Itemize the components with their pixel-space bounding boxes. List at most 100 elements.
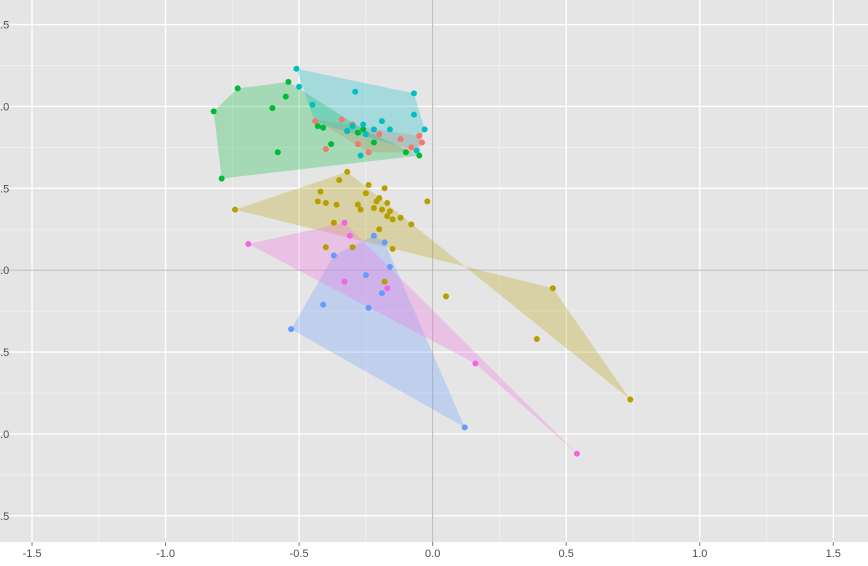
point-group-5 [381,239,388,246]
x-tick-label: 0.5 [559,548,574,560]
point-group-2 [389,216,396,223]
point-group-5 [461,424,468,431]
zero-axis-lines [0,0,868,542]
point-group-4 [360,121,367,128]
point-group-3 [218,175,225,182]
y-tick-label: 1.0 [0,101,9,113]
point-group-3 [274,149,281,156]
point-group-3 [320,124,327,131]
x-tick-label: 0.0 [425,548,440,560]
point-group-2 [370,204,377,211]
x-axis-ticks: -1.5 -1.0 -0.5 0.0 0.5 1.0 1.5 [23,542,841,560]
point-group-1 [365,149,372,156]
y-axis-ticks: 1.5 1.0 0.5 0.0 0.5 1.0 1.5 [0,20,9,523]
point-group-2 [344,168,351,175]
point-group-5 [386,263,393,270]
point-group-2 [354,201,361,208]
point-group-4 [410,111,417,118]
point-group-6 [573,450,580,457]
point-group-1 [322,146,329,153]
point-group-2 [424,198,431,205]
point-group-3 [210,108,217,115]
point-group-6 [341,219,348,226]
point-group-5 [365,304,372,311]
point-group-4 [370,126,377,133]
hull-group-2 [235,171,631,400]
point-group-6 [346,232,353,239]
data-points [210,65,634,457]
point-group-2 [384,200,391,207]
point-group-2 [389,245,396,252]
point-group-4 [386,126,393,133]
x-tick-label: -1.0 [156,548,175,560]
point-group-1 [376,131,383,138]
y-tick-label: 1.5 [0,511,9,523]
point-group-4 [309,101,316,108]
minor-gridlines [0,0,868,542]
point-group-2 [232,206,239,213]
point-group-1 [418,139,425,146]
point-group-3 [328,141,335,148]
point-group-5 [288,326,295,333]
y-tick-label: 1.5 [0,20,9,32]
point-group-2 [317,188,324,195]
point-group-1 [408,144,415,151]
point-group-1 [397,136,404,143]
point-group-4 [421,126,428,133]
point-group-2 [533,335,540,342]
point-group-2 [397,214,404,221]
point-group-2 [336,177,343,184]
y-tick-label: 0.5 [0,347,9,359]
point-group-2 [314,198,321,205]
point-group-3 [285,78,292,85]
point-group-1 [338,116,345,123]
point-group-4 [357,152,364,159]
point-group-3 [269,105,276,112]
point-group-2 [378,206,385,213]
point-group-2 [349,244,356,251]
point-group-1 [416,132,423,139]
point-group-3 [354,129,361,136]
point-group-2 [384,213,391,220]
point-group-2 [376,195,383,202]
point-group-4 [378,118,385,125]
point-group-2 [381,185,388,192]
point-group-3 [234,85,241,92]
point-group-6 [341,278,348,285]
y-tick-label: 0.0 [0,265,9,277]
point-group-4 [344,127,351,134]
point-group-2 [443,293,450,300]
point-group-4 [349,123,356,130]
point-group-3 [402,149,409,156]
point-group-4 [362,131,369,138]
point-group-2 [408,221,415,228]
hull-group-1 [315,119,422,153]
x-tick-label: -1.5 [23,548,42,560]
y-tick-label: 0.5 [0,183,9,195]
point-group-2 [549,285,556,292]
point-group-6 [472,360,479,367]
point-group-5 [370,232,377,239]
hull-group-6 [248,222,577,454]
x-tick-label: -0.5 [290,548,309,560]
point-group-4 [352,88,359,95]
point-group-2 [381,278,388,285]
point-group-4 [293,65,300,72]
point-group-5 [378,290,385,297]
point-group-2 [322,200,329,207]
point-group-2 [330,219,337,226]
point-group-2 [322,244,329,251]
point-group-2 [386,208,393,215]
hull-group-5 [291,235,465,428]
point-group-2 [365,182,372,189]
point-group-5 [320,301,327,308]
point-group-3 [360,126,367,133]
x-tick-label: 1.5 [826,548,841,560]
point-group-3 [282,93,289,100]
point-group-3 [370,139,377,146]
point-group-5 [362,272,369,279]
point-group-4 [413,147,420,154]
point-group-2 [333,201,340,208]
